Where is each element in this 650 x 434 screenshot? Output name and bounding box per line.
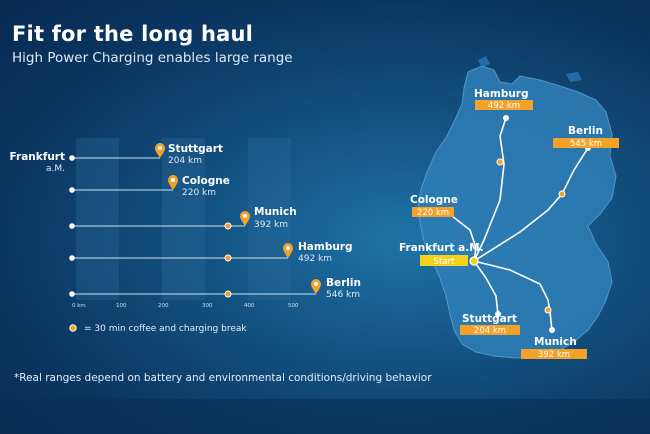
map-break-dot bbox=[496, 158, 504, 166]
axis-tick: 100 bbox=[116, 303, 127, 309]
axis-tick: 200 bbox=[158, 303, 169, 309]
origin-label: Frankfurt bbox=[10, 151, 65, 163]
map-distance-text: 204 km bbox=[474, 326, 506, 336]
map-start-text: Start bbox=[434, 257, 455, 267]
map-distance-box bbox=[460, 325, 520, 335]
destination-pin-icon bbox=[311, 279, 321, 294]
page-title: Fit for the long haul bbox=[12, 22, 254, 46]
map-city-dot bbox=[495, 311, 501, 317]
route-start-dot bbox=[69, 187, 75, 193]
charging-break-dot bbox=[224, 290, 232, 298]
route-distance: 492 km bbox=[298, 254, 332, 264]
map-break-dot bbox=[544, 306, 552, 314]
map-distance-text: 545 km bbox=[570, 139, 602, 149]
route-distance: 220 km bbox=[182, 188, 216, 198]
map-route-berlin bbox=[473, 147, 589, 262]
map-start-dot bbox=[469, 256, 479, 266]
map-island bbox=[478, 56, 490, 68]
destination-pin-icon bbox=[240, 211, 250, 226]
map-city-label: Cologne bbox=[410, 194, 458, 206]
route-start-dot bbox=[69, 291, 75, 297]
map-city-dot bbox=[503, 115, 509, 121]
route-start-dot bbox=[69, 155, 75, 161]
map-start-box bbox=[420, 255, 468, 266]
route-city: Berlin bbox=[326, 277, 361, 289]
map-distance-box bbox=[521, 349, 587, 359]
map-city-label: Hamburg bbox=[474, 88, 529, 100]
route-distance: 204 km bbox=[168, 156, 202, 166]
destination-pin-icon bbox=[283, 243, 293, 258]
map-city-label: Stuttgart bbox=[462, 313, 517, 325]
map-break-dot bbox=[558, 190, 566, 198]
route-city: Munich bbox=[254, 206, 297, 218]
map-distance-text: 392 km bbox=[538, 350, 570, 360]
axis-tick: 0 km bbox=[72, 303, 86, 309]
destination-pin-icon bbox=[155, 143, 165, 158]
route-start-dot bbox=[69, 223, 75, 229]
map-distance-box bbox=[553, 138, 619, 148]
route-city: Hamburg bbox=[298, 241, 353, 253]
charging-break-dot bbox=[224, 222, 232, 230]
chart-band bbox=[76, 138, 119, 300]
map-city-label: Berlin bbox=[568, 125, 603, 137]
axis-tick: 400 bbox=[244, 303, 255, 309]
route-city: Cologne bbox=[182, 175, 230, 187]
map-distance-text: 220 km bbox=[417, 208, 449, 218]
origin-label-sub: a.M. bbox=[46, 164, 65, 174]
charging-break-dot bbox=[224, 254, 232, 262]
map-city-label: Frankfurt a.M. bbox=[399, 242, 484, 254]
route-distance: 546 km bbox=[326, 290, 360, 300]
route-city: Stuttgart bbox=[168, 143, 223, 155]
axis-tick: 500 bbox=[288, 303, 299, 309]
bottom-band bbox=[0, 399, 650, 434]
route-distance: 392 km bbox=[254, 220, 288, 230]
page-subtitle: High Power Charging enables large range bbox=[12, 50, 293, 66]
footnote: *Real ranges depend on battery and envir… bbox=[14, 372, 432, 384]
map-route-stuttgart bbox=[473, 260, 499, 315]
map-route-hamburg bbox=[473, 117, 507, 262]
map-distance-box bbox=[412, 207, 454, 217]
map-island bbox=[566, 72, 582, 82]
destination-pin-icon bbox=[168, 175, 178, 190]
map-route-munich bbox=[473, 260, 553, 331]
map-distance-box bbox=[475, 100, 533, 110]
map-city-label: Munich bbox=[534, 336, 577, 348]
map-distance-text: 492 km bbox=[488, 101, 520, 111]
legend-label: = 30 min coffee and charging break bbox=[84, 324, 247, 334]
route-start-dot bbox=[69, 255, 75, 261]
axis-tick: 300 bbox=[202, 303, 213, 309]
chart-band bbox=[248, 138, 291, 300]
map-city-dot bbox=[549, 327, 555, 333]
chart-band bbox=[162, 138, 205, 300]
legend-dot-icon bbox=[69, 324, 77, 332]
